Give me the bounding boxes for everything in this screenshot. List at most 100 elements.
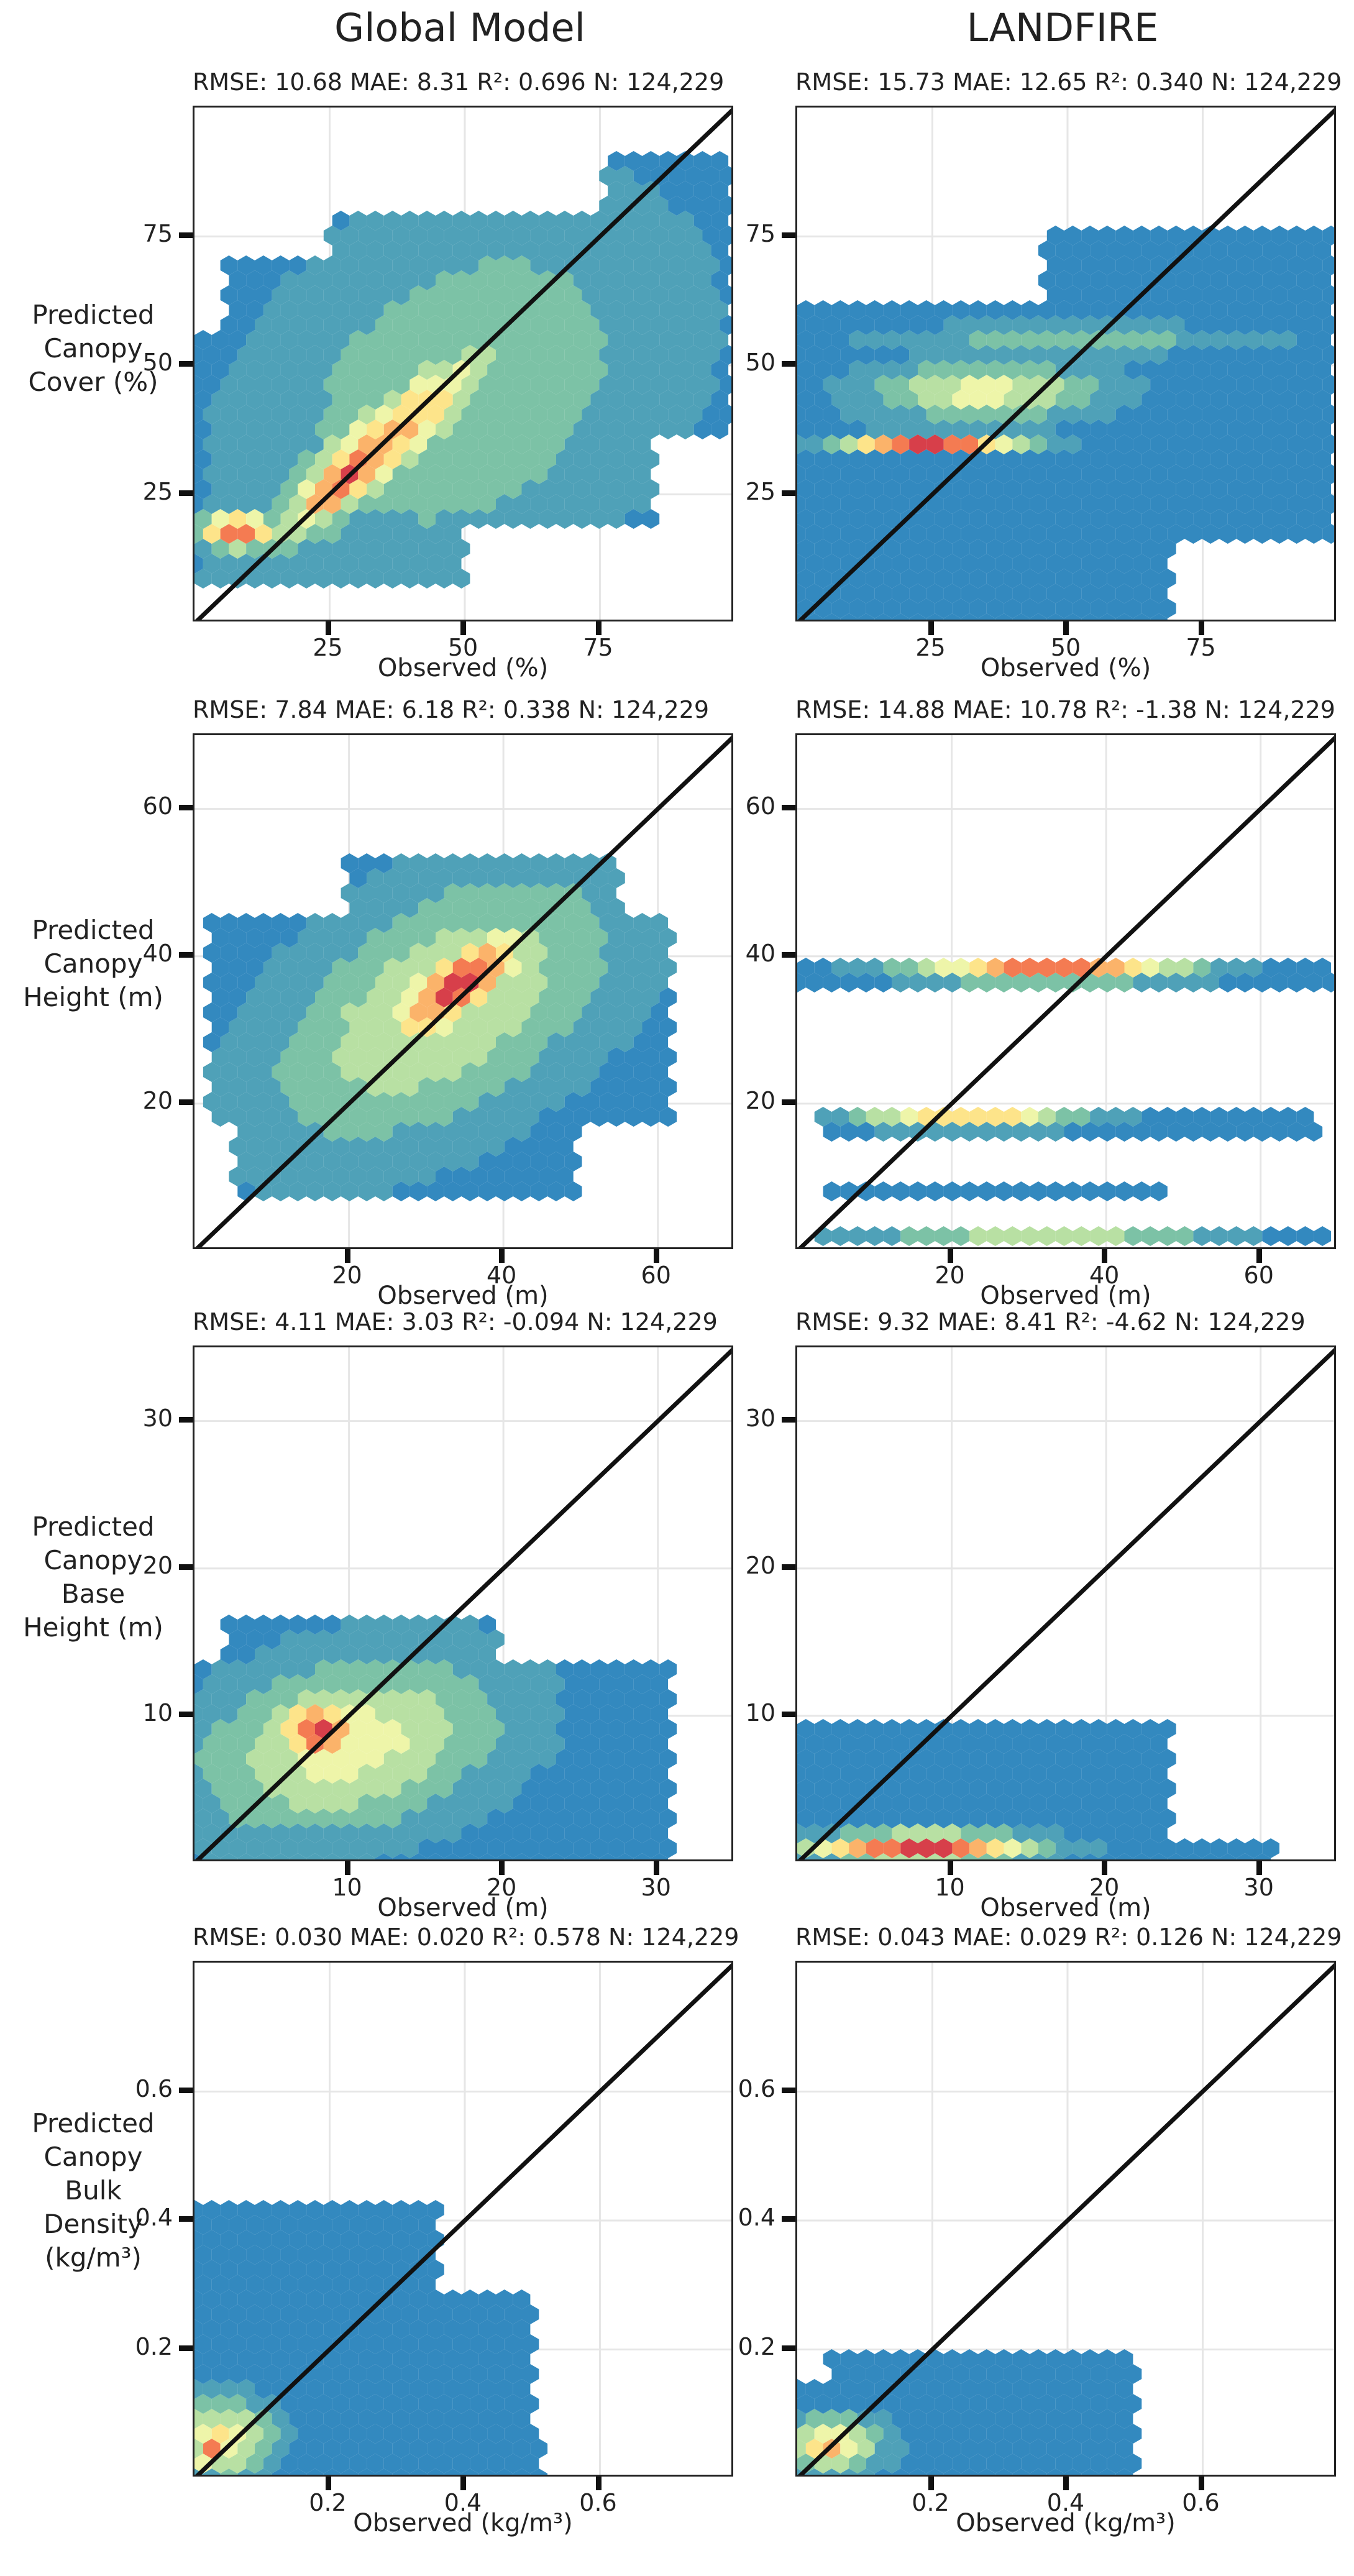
hexbin-cell — [624, 270, 643, 290]
hexbin-cell — [1124, 479, 1142, 499]
hexbin-cell — [702, 285, 720, 305]
hexbin-cell — [1064, 1764, 1082, 1784]
hexbin-cell — [530, 494, 548, 514]
hexbin-cell — [883, 330, 901, 350]
hexbin-cell — [995, 584, 1013, 603]
hexbin-cell — [935, 598, 953, 618]
hexbin-cell — [556, 479, 574, 499]
hexbin-cell — [332, 2424, 350, 2444]
hexbin-cell — [461, 853, 479, 873]
hexbin-cell — [203, 434, 221, 454]
hexbin-cell — [1236, 255, 1254, 275]
hexbin-cell — [1322, 464, 1334, 484]
hexbin-cell — [513, 1734, 531, 1754]
hexbin-cell — [530, 1122, 548, 1142]
hexbin-cell — [573, 1659, 591, 1679]
hexbin-cell — [590, 1077, 608, 1097]
hexbin-cell — [1012, 315, 1030, 335]
hexbin-cell — [263, 1659, 281, 1679]
hexbin-cell — [194, 405, 203, 424]
hexbin-cell — [461, 1092, 479, 1112]
hexbin-cell — [315, 2364, 332, 2384]
hexbin-cell — [229, 2245, 247, 2265]
hexbin-cell — [642, 151, 660, 171]
hexbin-cell — [1314, 270, 1332, 290]
hexbin-cell — [246, 1749, 263, 1769]
hexbin-cell — [211, 330, 229, 350]
hexbin-cell — [409, 913, 428, 933]
hexbin-cell — [298, 1017, 315, 1037]
hexbin-cell — [1227, 419, 1245, 439]
hexbin-cell — [1245, 1107, 1263, 1127]
hexbin-cell — [409, 2349, 428, 2369]
hexbin-cell — [211, 1659, 229, 1679]
hexbin-cell — [935, 2364, 953, 2384]
hexbin-cell — [986, 2394, 1004, 2414]
hexbin-cell — [272, 464, 290, 484]
hexbin-cell — [332, 390, 350, 410]
hexbin-cell — [1046, 2439, 1064, 2459]
hexbin-cell — [961, 973, 978, 992]
hexbin-cell — [720, 166, 731, 186]
hexbin-cell — [590, 300, 608, 320]
hexbin-cell — [805, 1734, 823, 1754]
hexbin-cell — [969, 1749, 987, 1769]
hexbin-cell — [461, 973, 479, 992]
hexbin-cell — [805, 1823, 823, 1843]
hexbin-cell — [892, 405, 910, 424]
hexbin-cell — [1115, 2349, 1133, 2369]
hexbin-cell — [220, 2409, 238, 2429]
hexbin-cell — [1012, 613, 1030, 620]
hexbin-cell — [668, 226, 685, 245]
hexbin-cell — [1236, 315, 1254, 335]
hexbin-cell — [1159, 509, 1176, 529]
hexbin-cell — [1210, 390, 1228, 410]
hexbin-cell — [341, 1032, 359, 1052]
hexbin-cell — [358, 2260, 375, 2280]
hexbin-cell — [409, 1704, 428, 1724]
hexbin-cell — [986, 1226, 1004, 1246]
hex-layer — [203, 853, 677, 1201]
hexbin-cell — [1314, 300, 1332, 320]
hexbin-plot — [797, 1347, 1334, 1859]
hexbin-cell — [530, 1764, 548, 1784]
hexbin-cell — [383, 509, 401, 529]
hexbin-cell — [909, 434, 926, 454]
hexbin-cell — [1236, 1122, 1254, 1142]
hexbin-cell — [246, 1838, 263, 1858]
hexbin-cell — [1167, 405, 1185, 424]
hexbin-cell — [564, 1181, 582, 1201]
hexbin-cell — [1004, 390, 1022, 410]
hexbin-cell — [1107, 1107, 1125, 1127]
hexbin-cell — [590, 479, 608, 499]
hexbin-cell — [892, 1794, 910, 1813]
hexbin-cell — [496, 1764, 513, 1784]
hexbin-cell — [444, 255, 462, 275]
hexbin-cell — [444, 285, 462, 305]
hexbin-cell — [633, 494, 651, 514]
hexbin-cell — [444, 1181, 462, 1201]
hexbin-cell — [237, 1062, 255, 1082]
hexbin-cell — [1046, 2409, 1064, 2429]
hexbin-cell — [513, 2319, 531, 2339]
hexbin-cell — [961, 2409, 978, 2429]
hexbin-cell — [1030, 315, 1047, 335]
hexbin-cell — [952, 1719, 970, 1739]
hexbin-cell — [229, 330, 247, 350]
hexbin-cell — [478, 2468, 496, 2475]
hexbin-cell — [1081, 1823, 1099, 1843]
x-tick-label: 0.6 — [579, 2489, 617, 2516]
hexbin-cell — [1133, 613, 1151, 620]
hexbin-cell — [323, 2468, 341, 2475]
hexbin-cell — [332, 419, 350, 439]
hexbin-cell — [229, 1719, 247, 1739]
hexbin-cell — [392, 524, 410, 544]
hexbin-cell — [797, 1808, 815, 1828]
y-tick-label: 50 — [745, 349, 775, 376]
hexbin-cell — [1004, 2394, 1022, 2414]
hexbin-cell — [961, 2468, 978, 2475]
hexbin-cell — [487, 928, 505, 948]
hexbin-cell — [1262, 419, 1279, 439]
hexbin-cell — [1184, 405, 1202, 424]
hexbin-cell — [573, 988, 591, 1007]
